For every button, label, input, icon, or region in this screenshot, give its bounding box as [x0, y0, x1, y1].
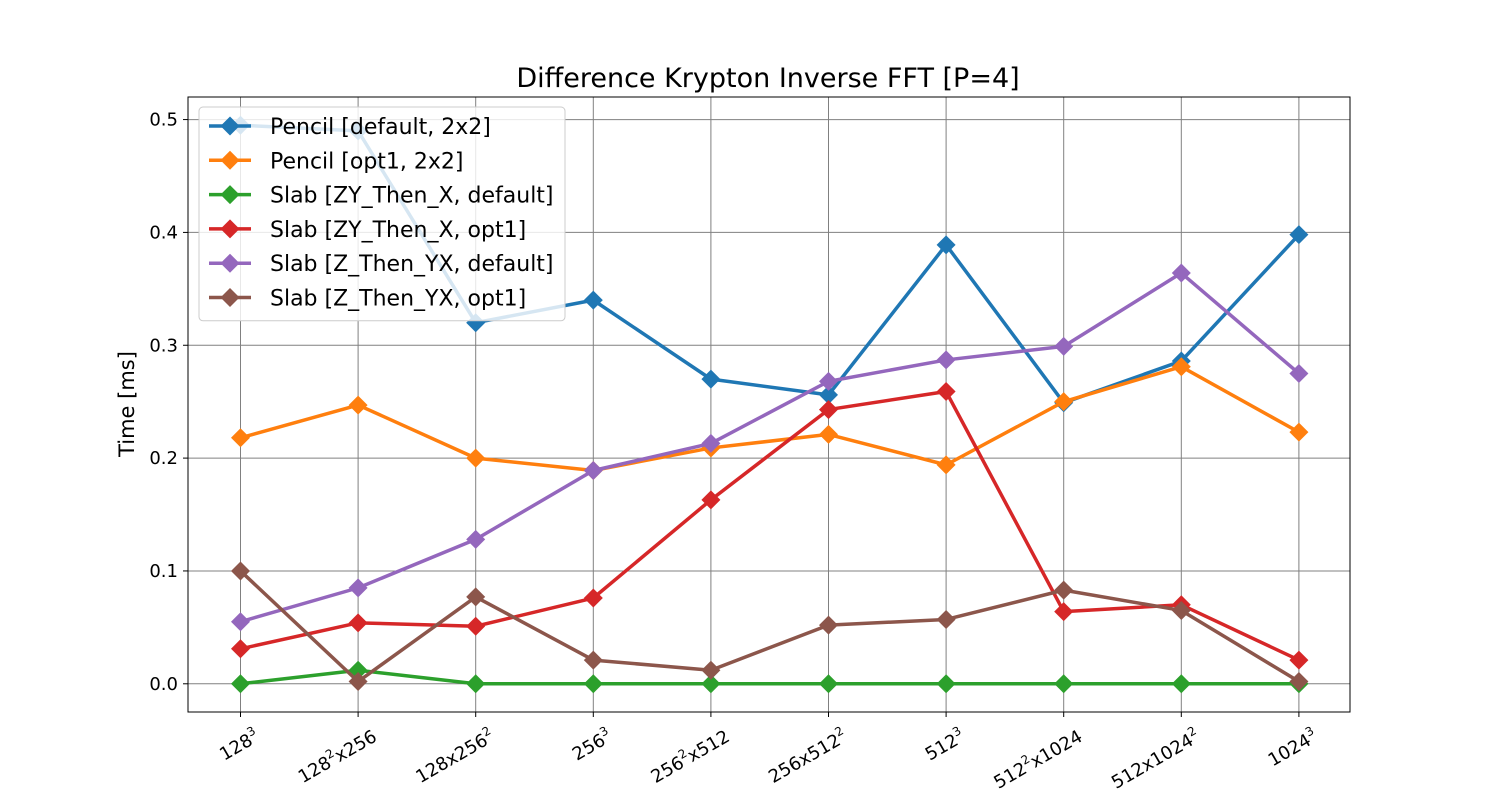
data-point — [348, 578, 368, 598]
x-tick-label: 128x2562 — [411, 724, 498, 788]
legend-entry-label: Slab [Z_Then_YX, opt1] — [270, 287, 526, 312]
data-point — [1054, 580, 1074, 600]
data-point — [819, 615, 838, 635]
y-tick-label: 0.5 — [149, 110, 178, 131]
data-point — [1054, 602, 1074, 622]
data-point — [348, 672, 368, 692]
data-point — [819, 674, 838, 694]
data-point — [1171, 263, 1191, 283]
data-point — [583, 290, 603, 310]
data-point — [583, 674, 603, 694]
data-point — [1054, 392, 1074, 412]
x-tick-label: 512x10242 — [1107, 724, 1204, 794]
series-line — [240, 364, 1300, 473]
data-point — [819, 385, 838, 405]
series-line — [240, 668, 1299, 686]
data-point — [936, 674, 956, 694]
data-point — [936, 382, 956, 402]
legend-box — [198, 106, 566, 322]
chart-title: Difference Krypton Inverse FFT [P=4] — [516, 63, 1019, 94]
y-tick-label: 0.3 — [149, 335, 178, 356]
y-tick-label: 0.2 — [149, 448, 178, 469]
data-point — [466, 587, 486, 607]
data-point — [701, 674, 721, 694]
legend-swatch-marker — [220, 253, 240, 273]
series-line — [240, 389, 1300, 662]
x-tick-label: 256x5122 — [764, 724, 851, 788]
y-axis-label: Time [ms] — [115, 351, 139, 458]
data-point — [348, 395, 368, 415]
x-tick-label: 10243 — [1263, 724, 1321, 772]
data-point — [348, 613, 368, 633]
data-point — [936, 235, 956, 255]
x-tick-label: 1283 — [215, 724, 263, 766]
data-point — [1289, 672, 1309, 692]
data-point — [583, 588, 603, 608]
series-1 — [231, 357, 1309, 481]
x-tick-label: 5122x1024 — [989, 724, 1086, 794]
legend-entry-label: Slab [ZY_Then_X, opt1] — [270, 218, 526, 243]
data-point — [231, 674, 250, 694]
data-point — [819, 400, 838, 420]
data-point — [1171, 600, 1191, 620]
data-point — [1289, 363, 1309, 383]
data-point — [819, 424, 838, 444]
data-point — [1171, 357, 1191, 377]
data-point — [583, 461, 603, 481]
data-point — [1289, 422, 1309, 442]
series-line — [239, 569, 1300, 684]
data-point — [936, 455, 956, 475]
series-2 — [231, 660, 1309, 694]
data-point — [583, 650, 603, 670]
data-point — [1054, 336, 1074, 356]
data-point — [701, 433, 721, 453]
data-point — [231, 612, 250, 632]
legend-entry-label: Pencil [opt1, 2x2] — [270, 149, 464, 174]
data-point — [466, 674, 486, 694]
data-point — [701, 369, 721, 389]
series-4 — [231, 263, 1309, 632]
y-tick-label: 0.1 — [149, 561, 178, 582]
x-tick-label: 2563 — [567, 724, 615, 766]
data-point — [466, 448, 486, 468]
legend-entry-label: Slab [Z_Then_YX, default] — [270, 252, 554, 277]
legend-swatch-marker — [220, 219, 240, 239]
data-point — [701, 660, 721, 680]
plot-area — [187, 96, 1351, 713]
data-point — [1289, 650, 1309, 670]
legend-swatch-marker — [220, 150, 240, 170]
data-point — [936, 350, 956, 370]
data-point — [936, 609, 956, 629]
legend-entry-label: Pencil [default, 2x2] — [270, 115, 491, 140]
data-point — [1171, 674, 1191, 694]
data-point — [231, 428, 250, 448]
x-tick-label: 5123 — [920, 724, 968, 766]
data-point — [819, 371, 838, 391]
series-line — [240, 271, 1301, 624]
data-point — [701, 490, 721, 510]
data-point — [231, 561, 250, 581]
y-tick-label: 0.0 — [149, 674, 178, 695]
data-point — [466, 529, 486, 549]
series-3 — [231, 382, 1309, 670]
x-tick-label: 1282x256 — [293, 724, 380, 788]
data-point — [466, 616, 486, 636]
series-5 — [231, 561, 1309, 692]
data-point — [1054, 674, 1074, 694]
x-tick-label: 2562x512 — [646, 724, 733, 788]
series-lines — [231, 115, 1309, 694]
legend-swatch-marker — [220, 185, 240, 205]
data-point — [1289, 225, 1309, 245]
legend: Pencil [default, 2x2] Pencil [opt1, 2x2] S… — [198, 106, 566, 322]
data-point — [231, 639, 250, 659]
y-tick-label: 0.4 — [149, 222, 178, 243]
legend-swatch-marker — [220, 288, 240, 307]
legend-swatch-marker — [220, 116, 240, 136]
legend-entry-label: Slab [ZY_Then_X, default] — [270, 184, 554, 209]
